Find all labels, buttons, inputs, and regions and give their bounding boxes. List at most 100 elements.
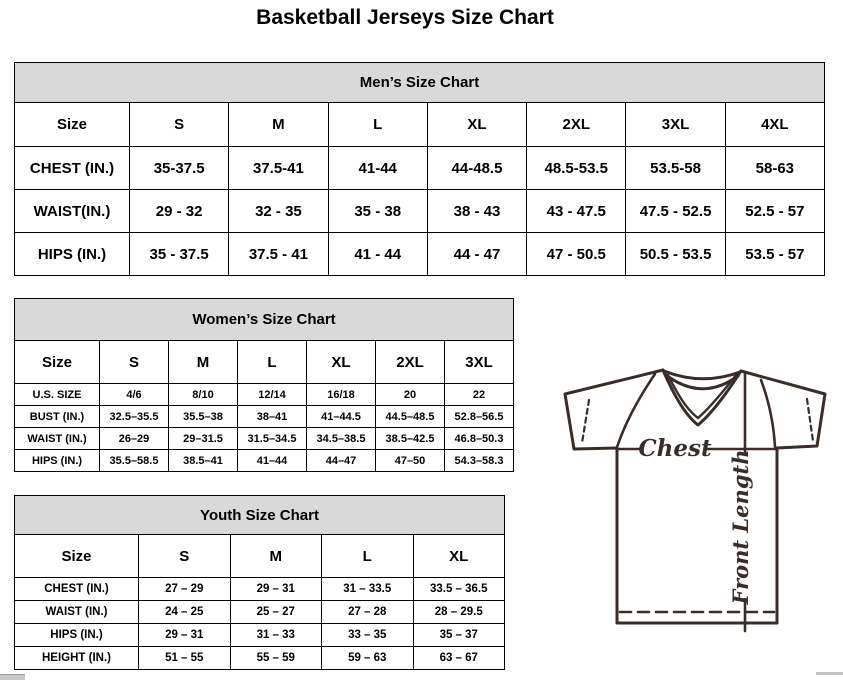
youth-size-value-cell: 24 – 25 (138, 600, 231, 624)
womens-table-row: U.S. SIZE 4/6 8/10 12/14 16/18 20 22 (14, 383, 514, 406)
horizontal-scrollbar-right-fragment[interactable] (816, 672, 843, 675)
front-length-label-backing (731, 456, 754, 598)
womens-size-value-cell: 41–44 (237, 449, 307, 472)
womens-size-value-cell: 46.8–50.3 (444, 427, 514, 450)
womens-row-label: U.S. SIZE (14, 383, 100, 406)
jersey-diagram-svg: Chest Front Length (563, 368, 827, 633)
youth-header-row: Size S M L XL (14, 534, 505, 578)
mens-size-value-cell: 53.5 - 57 (724, 232, 826, 276)
womens-size-value-cell: 44–47 (306, 449, 376, 472)
womens-size-value-cell: 38.5–41 (168, 449, 238, 472)
mens-size-value-cell: 47.5 - 52.5 (625, 189, 726, 233)
youth-size-value-cell: 29 – 31 (229, 577, 322, 601)
mens-size-chart-table: Men’s Size Chart Size S M L XL 2XL 3XL 4XL CHEST … (14, 62, 826, 276)
mens-size-value-cell: 48.5-53.5 (526, 146, 627, 190)
mens-size-value-cell: 44-48.5 (426, 146, 528, 190)
mens-size-value-cell: 44 - 47 (426, 232, 528, 276)
youth-table-row: WAIST (IN.) 24 – 25 25 – 27 27 – 28 28 – 29.… (14, 600, 505, 624)
youth-size-value-cell: 35 – 37 (412, 623, 505, 647)
womens-size-chart-table: Women’s Size Chart Size S M L XL 2XL 3XL U.S. SI… (14, 298, 514, 472)
mens-size-value-cell: 38 - 43 (426, 189, 528, 233)
womens-column-header: M (168, 340, 238, 384)
womens-size-value-cell: 34.5–38.5 (306, 427, 376, 450)
mens-size-value-cell: 32 - 35 (228, 189, 329, 233)
youth-size-value-cell: 63 – 67 (412, 646, 505, 670)
left-sleeve-seam (615, 372, 657, 449)
mens-column-header: 2XL (526, 102, 627, 147)
mens-row-label: HIPS (IN.) (14, 232, 130, 276)
mens-size-value-cell: 35 - 38 (327, 189, 428, 233)
collar-outer-v (661, 368, 743, 427)
womens-table-row: BUST (IN.) 32.5–35.5 35.5–38 38–41 41–44.5 44… (14, 405, 514, 428)
mens-table-row: WAIST(IN.) 29 - 32 32 - 35 35 - 38 38 - 43 43… (14, 189, 826, 233)
youth-row-label: HIPS (IN.) (14, 623, 139, 647)
youth-size-value-cell: 27 – 29 (138, 577, 231, 601)
womens-column-header: 3XL (444, 340, 514, 384)
youth-row-label: HEIGHT (IN.) (14, 646, 139, 670)
mens-size-value-cell: 47 - 50.5 (526, 232, 627, 276)
womens-size-value-cell: 44.5–48.5 (375, 405, 445, 428)
jersey-outline (563, 368, 827, 625)
youth-column-header: S (138, 534, 231, 578)
mens-column-header: 3XL (625, 102, 726, 147)
womens-size-value-cell: 12/14 (237, 383, 307, 406)
womens-size-chart-table-grid: Women’s Size Chart Size S M L XL 2XL 3XL U.S. SI… (14, 298, 514, 472)
womens-size-value-cell: 35.5–58.5 (99, 449, 169, 472)
youth-table-row: HIPS (IN.) 29 – 31 31 – 33 33 – 35 35 – 37 (14, 623, 505, 647)
mens-size-value-cell: 41-44 (327, 146, 428, 190)
mens-header-row: Size S M L XL 2XL 3XL 4XL (14, 102, 826, 147)
mens-row-label: CHEST (IN.) (14, 146, 130, 190)
mens-column-header: XL (426, 102, 528, 147)
womens-size-value-cell: 26–29 (99, 427, 169, 450)
chest-label: Chest (638, 435, 712, 462)
youth-table-title: Youth Size Chart (14, 495, 505, 535)
womens-size-value-cell: 52.8–56.5 (444, 405, 514, 428)
youth-row-label: CHEST (IN.) (14, 577, 139, 601)
youth-size-chart-table-grid: Youth Size Chart Size S M L XL CHEST (IN.) 27 –… (14, 495, 505, 670)
youth-size-value-cell: 25 – 27 (229, 600, 322, 624)
horizontal-scrollbar-left-fragment[interactable] (0, 674, 25, 680)
right-cuff-dashed-line (805, 397, 815, 443)
youth-table-row: CHEST (IN.) 27 – 29 29 – 31 31 – 33.5 33.5 –… (14, 577, 505, 601)
collar-top-arc (662, 369, 742, 381)
womens-row-label: WAIST (IN.) (14, 427, 100, 450)
womens-size-value-cell: 54.3–58.3 (444, 449, 514, 472)
youth-column-header: XL (412, 534, 505, 578)
womens-size-value-cell: 41–44.5 (306, 405, 376, 428)
womens-size-value-cell: 35.5–38 (168, 405, 238, 428)
womens-column-header: XL (306, 340, 376, 384)
mens-table-row: CHEST (IN.) 35-37.5 37.5-41 41-44 44-48.5 48.… (14, 146, 826, 190)
youth-size-value-cell: 31 – 33.5 (321, 577, 414, 601)
womens-size-value-cell: 47–50 (375, 449, 445, 472)
mens-row-label: WAIST(IN.) (14, 189, 130, 233)
youth-column-header: M (229, 534, 322, 578)
mens-column-header: 4XL (724, 102, 826, 147)
mens-size-value-cell: 41 - 44 (327, 232, 428, 276)
mens-size-value-cell: 35 - 37.5 (128, 232, 230, 276)
youth-size-value-cell: 59 – 63 (321, 646, 414, 670)
womens-column-header: L (237, 340, 307, 384)
mens-size-value-cell: 29 - 32 (128, 189, 230, 233)
womens-size-value-cell: 32.5–35.5 (99, 405, 169, 428)
youth-size-value-cell: 33.5 – 36.5 (412, 577, 505, 601)
womens-table-row: WAIST (IN.) 26–29 29–31.5 31.5–34.5 34.5–38.… (14, 427, 514, 450)
youth-size-value-cell: 55 – 59 (229, 646, 322, 670)
mens-table-title: Men’s Size Chart (14, 62, 825, 103)
collar-inner-v (666, 373, 738, 420)
womens-table-row: HIPS (IN.) 35.5–58.5 38.5–41 41–44 44–47 47–5… (14, 449, 514, 472)
youth-column-header: Size (14, 534, 139, 578)
womens-column-header: S (99, 340, 169, 384)
left-cuff-dashed-line (580, 398, 591, 445)
youth-size-value-cell: 51 – 55 (138, 646, 231, 670)
mens-column-header: L (327, 102, 428, 147)
womens-size-value-cell: 29–31.5 (168, 427, 238, 450)
youth-size-value-cell: 29 – 31 (138, 623, 231, 647)
page-title: Basketball Jerseys Size Chart (256, 6, 554, 29)
womens-row-label: HIPS (IN.) (14, 449, 100, 472)
youth-row-label: WAIST (IN.) (14, 600, 139, 624)
mens-size-value-cell: 52.5 - 57 (724, 189, 826, 233)
chest-label-backing (643, 434, 707, 462)
womens-size-value-cell: 8/10 (168, 383, 238, 406)
youth-size-chart-table: Youth Size Chart Size S M L XL CHEST (IN.) 27 –… (14, 495, 505, 670)
youth-size-value-cell: 31 – 33 (229, 623, 322, 647)
